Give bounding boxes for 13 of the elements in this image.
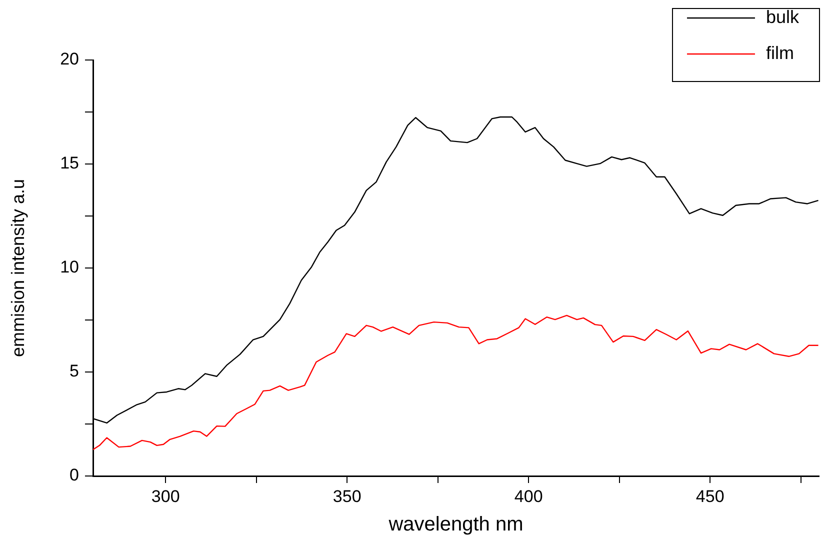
x-axis-title: wavelength nm: [388, 514, 524, 536]
x-tick-label: 300: [151, 486, 180, 506]
x-tick-label: 350: [332, 486, 362, 506]
y-tick-label: 10: [60, 258, 79, 277]
legend-label: film: [766, 42, 794, 63]
y-tick-label: 20: [60, 50, 79, 69]
y-tick-label: 15: [60, 154, 79, 173]
legend-label: bulk: [766, 6, 800, 27]
y-tick-label: 5: [70, 362, 79, 381]
x-tick-label: 450: [696, 486, 724, 506]
x-tick-label: 400: [514, 486, 543, 506]
y-tick-label: 0: [70, 466, 79, 485]
y-axis-title: emmision intensity a.u: [8, 178, 28, 358]
